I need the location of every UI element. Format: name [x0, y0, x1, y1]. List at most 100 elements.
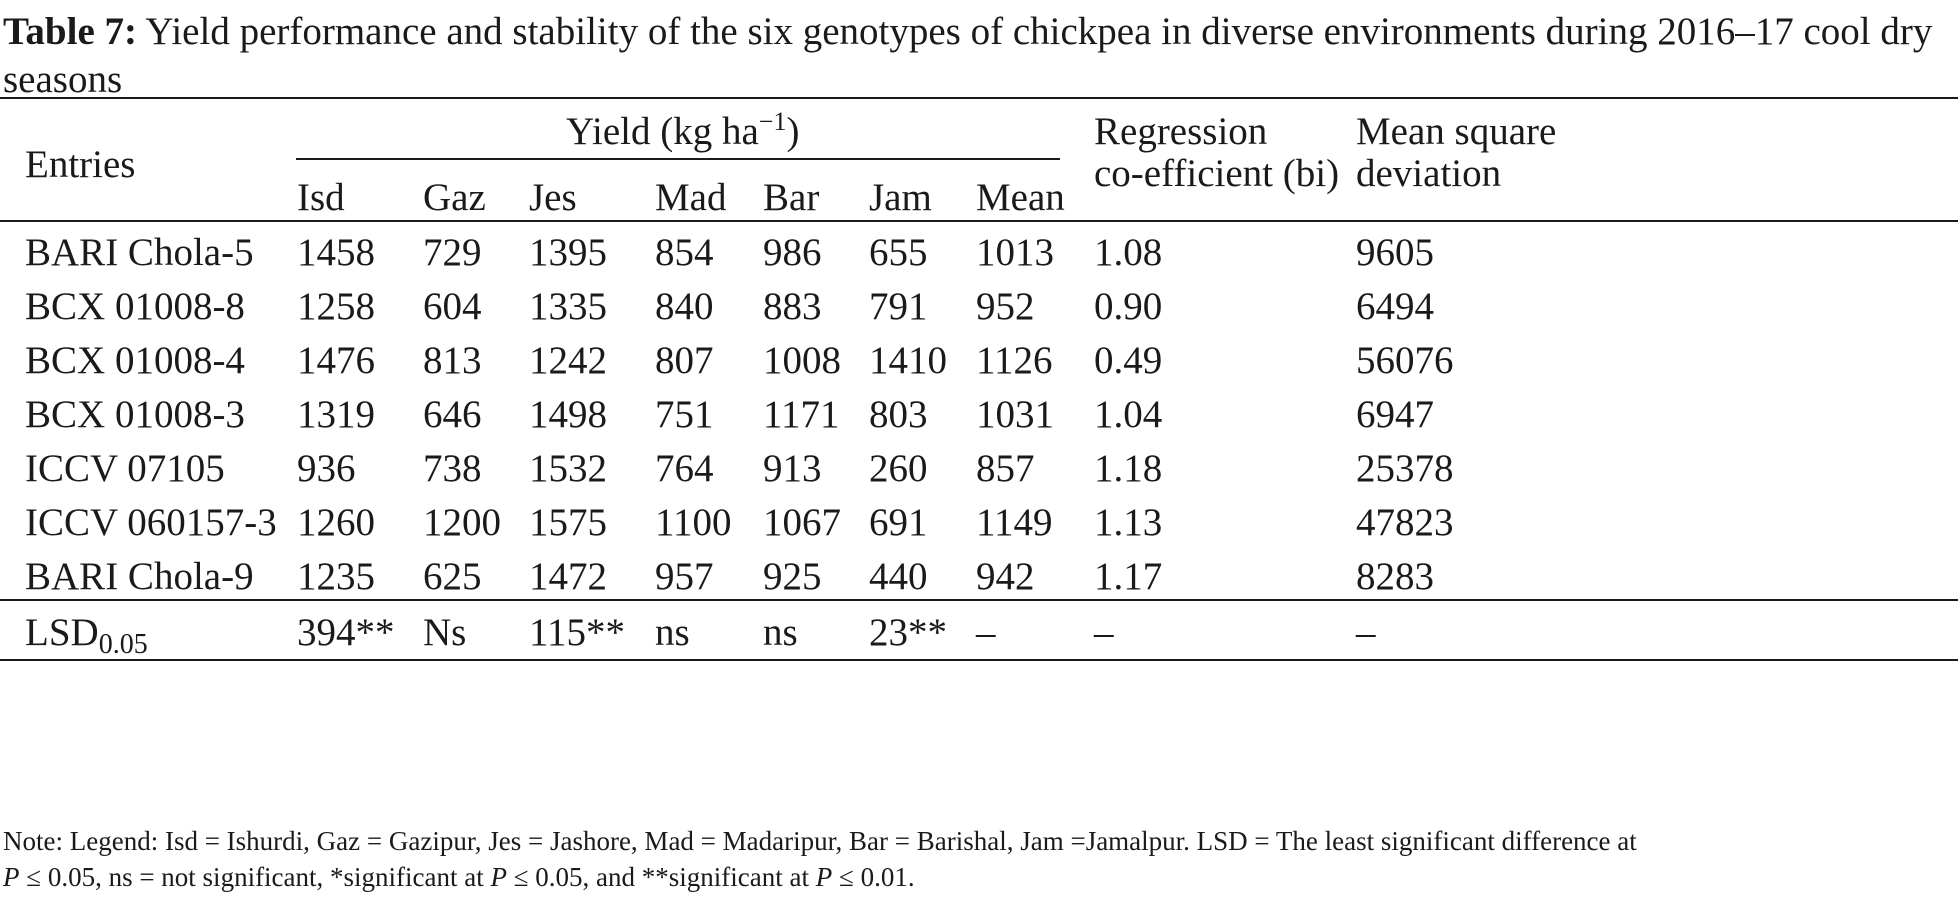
- note-line1: Note: Legend: Isd = Ishurdi, Gaz = Gazip…: [3, 826, 1637, 856]
- table-cell-isd: 1319: [297, 393, 375, 436]
- yield-group-close: ): [786, 110, 800, 153]
- lsd-value-jam: 23**: [869, 611, 947, 654]
- table-cell-jam: 691: [869, 501, 928, 544]
- table-cell-entry: BCX 01008-8: [25, 285, 245, 328]
- note-t3: ≤ 0.01.: [832, 862, 915, 892]
- table-cell-msd: 47823: [1356, 501, 1454, 544]
- header-location-isd: Isd: [297, 176, 345, 219]
- table-cell-bar: 1067: [763, 501, 841, 544]
- table-cell-regression: 0.49: [1094, 339, 1163, 382]
- table-cell-bar: 883: [763, 285, 822, 328]
- table-cell-gaz: 729: [423, 231, 482, 274]
- note-t1: ≤ 0.05, ns = not significant, *significa…: [19, 862, 491, 892]
- table-cell-jam: 655: [869, 231, 928, 274]
- table-cell-bar: 913: [763, 447, 822, 490]
- lsd-value-mean: –: [976, 611, 996, 654]
- table-cell-jes: 1498: [529, 393, 607, 436]
- lsd-value-msd: –: [1356, 611, 1376, 654]
- table-cell-jes: 1395: [529, 231, 607, 274]
- header-rule: [0, 220, 1958, 222]
- table-cell-isd: 1235: [297, 555, 375, 598]
- table-cell-regression: 1.08: [1094, 231, 1163, 274]
- note-t2: ≤ 0.05, and **significant at: [506, 862, 816, 892]
- table-cell-mean: 942: [976, 555, 1035, 598]
- table-note: Note: Legend: Isd = Ishurdi, Gaz = Gazip…: [3, 823, 1958, 895]
- table-cell-gaz: 1200: [423, 501, 501, 544]
- header-location-bar: Bar: [763, 176, 820, 219]
- table-cell-isd: 1258: [297, 285, 375, 328]
- table-cell-mean: 952: [976, 285, 1035, 328]
- table-cell-regression: 1.17: [1094, 555, 1163, 598]
- top-rule: [0, 97, 1958, 99]
- header-yield-group: Yield (kg ha−1): [566, 108, 799, 156]
- table-cell-mad: 854: [655, 231, 714, 274]
- table-cell-regression: 0.90: [1094, 285, 1163, 328]
- table-cell-msd: 8283: [1356, 555, 1434, 598]
- table-cell-mad: 957: [655, 555, 714, 598]
- table-cell-gaz: 646: [423, 393, 482, 436]
- header-location-mean: Mean: [976, 176, 1065, 219]
- header-entries: Entries: [25, 143, 136, 186]
- lsd-label-text: LSD: [25, 611, 99, 654]
- header-msd-line2: deviation: [1356, 152, 1502, 195]
- table-cell-msd: 25378: [1356, 447, 1454, 490]
- lsd-value-bi: –: [1094, 611, 1114, 654]
- table-cell-jes: 1242: [529, 339, 607, 382]
- table-cell-jes: 1575: [529, 501, 607, 544]
- table-cell-mad: 1100: [655, 501, 732, 544]
- table-cell-jes: 1335: [529, 285, 607, 328]
- table-cell-mean: 857: [976, 447, 1035, 490]
- table-cell-gaz: 813: [423, 339, 482, 382]
- table-cell-isd: 1260: [297, 501, 375, 544]
- note-p1: P: [3, 862, 20, 892]
- lsd-label: LSD0.05: [25, 609, 148, 659]
- header-location-gaz: Gaz: [423, 176, 486, 219]
- table-cell-mean: 1126: [976, 339, 1053, 382]
- table-cell-msd: 6494: [1356, 285, 1434, 328]
- table-cell-entry: BCX 01008-4: [25, 339, 245, 382]
- lsd-value-mad: ns: [655, 611, 690, 654]
- lsd-rule: [0, 599, 1958, 601]
- table-cell-mean: 1149: [976, 501, 1053, 544]
- table-cell-isd: 1476: [297, 339, 375, 382]
- lsd-value-gaz: Ns: [423, 611, 467, 654]
- table-cell-entry: ICCV 060157-3: [25, 501, 277, 544]
- table-cell-gaz: 738: [423, 447, 482, 490]
- table-cell-entry: BCX 01008-3: [25, 393, 245, 436]
- table-cell-msd: 9605: [1356, 231, 1434, 274]
- table-cell-regression: 1.04: [1094, 393, 1163, 436]
- table-cell-jam: 1410: [869, 339, 947, 382]
- table-cell-isd: 1458: [297, 231, 375, 274]
- table-cell-jam: 260: [869, 447, 928, 490]
- table-cell-jam: 803: [869, 393, 928, 436]
- table-cell-gaz: 604: [423, 285, 482, 328]
- table-cell-jam: 791: [869, 285, 928, 328]
- table-cell-mad: 764: [655, 447, 714, 490]
- lsd-value-jes: 115**: [529, 611, 626, 654]
- header-location-jes: Jes: [529, 176, 577, 219]
- header-location-jam: Jam: [869, 176, 932, 219]
- table-cell-msd: 56076: [1356, 339, 1454, 382]
- header-regression-line2: co-efficient (bi): [1094, 152, 1340, 195]
- table-cell-mad: 751: [655, 393, 714, 436]
- table-cell-bar: 1171: [763, 393, 840, 436]
- table-cell-regression: 1.13: [1094, 501, 1163, 544]
- note-p3: P: [815, 862, 833, 892]
- bottom-rule: [0, 659, 1958, 661]
- table-caption: Table 7: Yield performance and stability…: [3, 8, 1953, 104]
- table-title: Yield performance and stability of the s…: [3, 10, 1933, 101]
- table-cell-mad: 807: [655, 339, 714, 382]
- table-cell-jes: 1532: [529, 447, 607, 490]
- table-cell-gaz: 625: [423, 555, 482, 598]
- table-cell-bar: 1008: [763, 339, 841, 382]
- header-msd-line1: Mean square: [1356, 110, 1557, 153]
- yield-group-rule: [296, 158, 1060, 160]
- table-cell-isd: 936: [297, 447, 356, 490]
- table-cell-mean: 1031: [976, 393, 1054, 436]
- note-p2: P: [490, 862, 507, 892]
- table-cell-mad: 840: [655, 285, 714, 328]
- header-regression-line1: Regression: [1094, 110, 1268, 153]
- table-cell-entry: ICCV 07105: [25, 447, 225, 490]
- table-cell-regression: 1.18: [1094, 447, 1163, 490]
- table-label: Table 7:: [3, 10, 138, 53]
